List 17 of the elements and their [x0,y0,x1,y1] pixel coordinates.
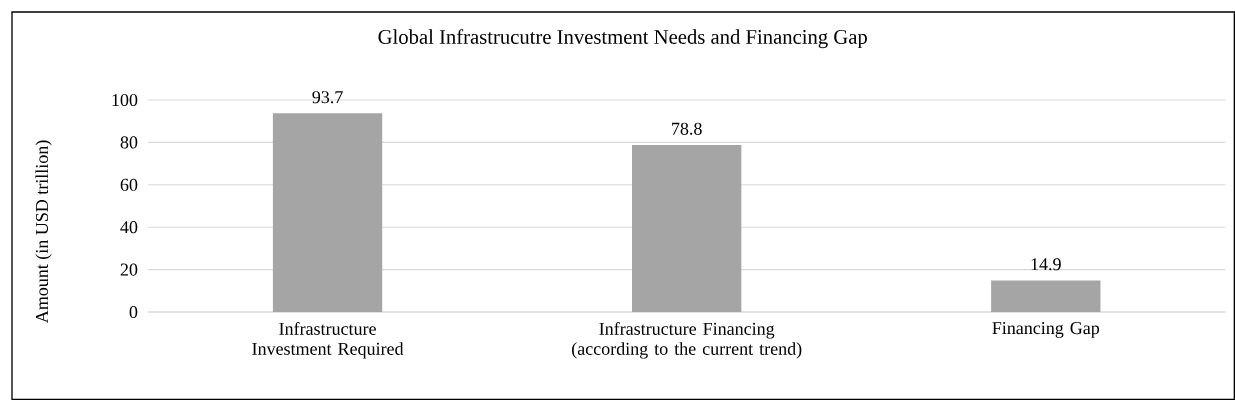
y-tick-label: 100 [112,93,138,107]
y-axis-title: Amount (in USD trillion) [35,140,52,324]
data-label: 78.8 [672,122,702,135]
y-tick-label: 0 [129,305,138,319]
chart-title: Global Infrastrucutre Investment Needs and Financing Gap [378,29,867,49]
bar [272,113,383,312]
y-tick-label: 40 [120,221,138,234]
data-label: 93.7 [312,91,343,104]
data-label: 14.9 [1031,258,1061,271]
y-tick-label: 20 [120,263,138,276]
y-tick-label: 80 [120,136,138,149]
x-tick-label: Financing Gap [992,322,1100,338]
y-tick-label: 60 [120,178,138,191]
x-tick-label: Infrastructure Investment Required [252,322,404,359]
bar [632,144,742,312]
bar [991,280,1101,312]
x-tick-label: Infrastructure Financing (according to the current trend) [572,322,802,359]
